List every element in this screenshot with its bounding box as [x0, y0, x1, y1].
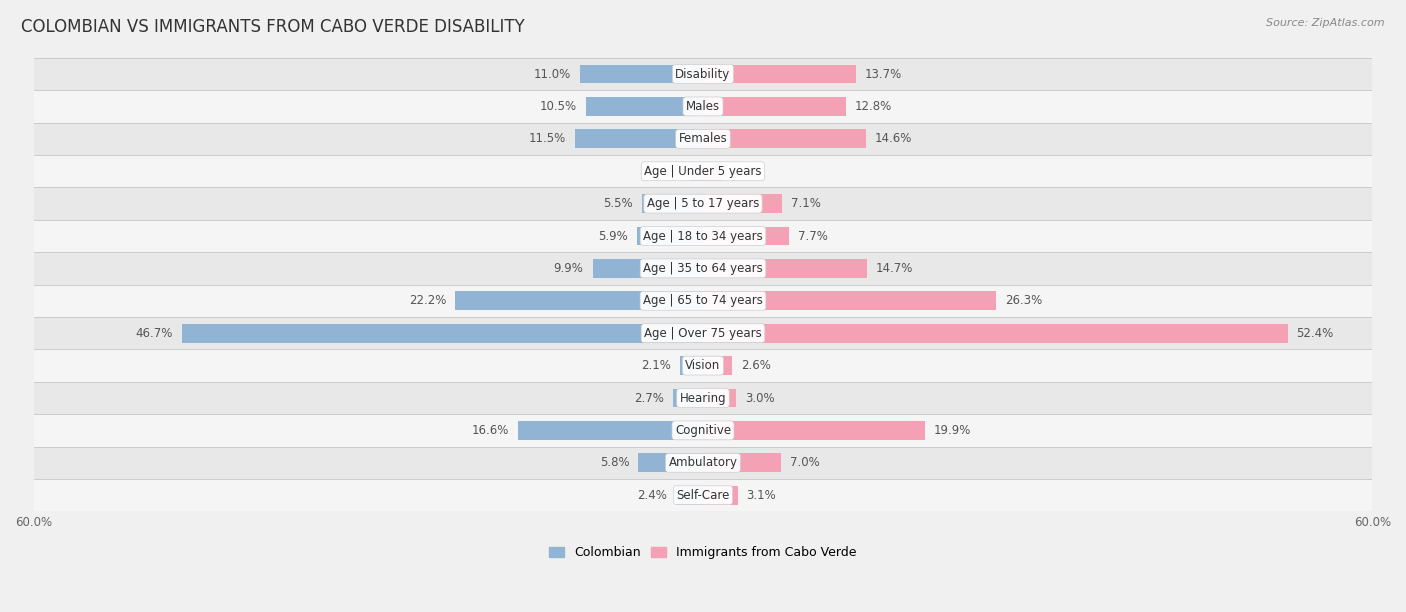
- Text: 3.0%: 3.0%: [745, 392, 775, 405]
- Bar: [34, 220, 1372, 252]
- Bar: [689, 162, 703, 181]
- Text: Age | 65 to 74 years: Age | 65 to 74 years: [643, 294, 763, 307]
- Text: 7.7%: 7.7%: [797, 230, 828, 242]
- Bar: [703, 356, 733, 375]
- Text: Hearing: Hearing: [679, 392, 727, 405]
- Text: Vision: Vision: [685, 359, 721, 372]
- Bar: [34, 414, 1372, 447]
- Bar: [34, 285, 1372, 317]
- Bar: [34, 382, 1372, 414]
- Bar: [703, 421, 925, 440]
- Bar: [703, 324, 1288, 343]
- Text: Age | Under 5 years: Age | Under 5 years: [644, 165, 762, 177]
- Text: 7.1%: 7.1%: [792, 197, 821, 210]
- Text: 5.8%: 5.8%: [600, 457, 630, 469]
- Bar: [703, 97, 846, 116]
- Bar: [34, 447, 1372, 479]
- Bar: [34, 252, 1372, 285]
- Text: Age | 35 to 64 years: Age | 35 to 64 years: [643, 262, 763, 275]
- Bar: [34, 58, 1372, 90]
- Legend: Colombian, Immigrants from Cabo Verde: Colombian, Immigrants from Cabo Verde: [544, 541, 862, 564]
- Text: 11.5%: 11.5%: [529, 132, 565, 145]
- Bar: [575, 129, 703, 148]
- Text: 9.9%: 9.9%: [554, 262, 583, 275]
- Text: 2.4%: 2.4%: [637, 489, 668, 502]
- Bar: [34, 122, 1372, 155]
- Text: 1.2%: 1.2%: [651, 165, 681, 177]
- Bar: [586, 97, 703, 116]
- Text: Males: Males: [686, 100, 720, 113]
- Bar: [703, 162, 721, 181]
- Bar: [703, 129, 866, 148]
- Bar: [703, 194, 782, 213]
- Text: 13.7%: 13.7%: [865, 67, 903, 81]
- Text: Source: ZipAtlas.com: Source: ZipAtlas.com: [1267, 18, 1385, 28]
- Text: 26.3%: 26.3%: [1005, 294, 1043, 307]
- Text: Females: Females: [679, 132, 727, 145]
- Bar: [703, 453, 782, 472]
- Bar: [679, 356, 703, 375]
- Text: 2.6%: 2.6%: [741, 359, 770, 372]
- Text: 2.1%: 2.1%: [641, 359, 671, 372]
- Text: 7.0%: 7.0%: [790, 457, 820, 469]
- Bar: [703, 389, 737, 408]
- Text: 2.7%: 2.7%: [634, 392, 664, 405]
- Text: 22.2%: 22.2%: [409, 294, 446, 307]
- Text: 14.7%: 14.7%: [876, 262, 914, 275]
- Text: 19.9%: 19.9%: [934, 424, 972, 437]
- Text: Cognitive: Cognitive: [675, 424, 731, 437]
- Text: 52.4%: 52.4%: [1296, 327, 1334, 340]
- Text: 3.1%: 3.1%: [747, 489, 776, 502]
- Bar: [34, 349, 1372, 382]
- Text: Disability: Disability: [675, 67, 731, 81]
- Bar: [641, 194, 703, 213]
- Text: 14.6%: 14.6%: [875, 132, 912, 145]
- Text: 10.5%: 10.5%: [540, 100, 576, 113]
- Bar: [592, 259, 703, 278]
- Text: 1.7%: 1.7%: [731, 165, 761, 177]
- Bar: [34, 90, 1372, 122]
- Text: Age | 5 to 17 years: Age | 5 to 17 years: [647, 197, 759, 210]
- Bar: [638, 453, 703, 472]
- Bar: [703, 65, 856, 83]
- Bar: [637, 226, 703, 245]
- Bar: [673, 389, 703, 408]
- Bar: [703, 486, 738, 504]
- Bar: [517, 421, 703, 440]
- Text: 16.6%: 16.6%: [471, 424, 509, 437]
- Text: Age | 18 to 34 years: Age | 18 to 34 years: [643, 230, 763, 242]
- Bar: [34, 187, 1372, 220]
- Bar: [581, 65, 703, 83]
- Bar: [181, 324, 703, 343]
- Text: Age | Over 75 years: Age | Over 75 years: [644, 327, 762, 340]
- Bar: [703, 259, 868, 278]
- Text: Self-Care: Self-Care: [676, 489, 730, 502]
- Text: 46.7%: 46.7%: [135, 327, 173, 340]
- Bar: [703, 226, 789, 245]
- Text: COLOMBIAN VS IMMIGRANTS FROM CABO VERDE DISABILITY: COLOMBIAN VS IMMIGRANTS FROM CABO VERDE …: [21, 18, 524, 36]
- Bar: [703, 291, 997, 310]
- Text: Ambulatory: Ambulatory: [668, 457, 738, 469]
- Text: 5.9%: 5.9%: [599, 230, 628, 242]
- Bar: [34, 317, 1372, 349]
- Bar: [676, 486, 703, 504]
- Text: 11.0%: 11.0%: [534, 67, 571, 81]
- Bar: [34, 479, 1372, 512]
- Bar: [456, 291, 703, 310]
- Bar: [34, 155, 1372, 187]
- Text: 12.8%: 12.8%: [855, 100, 891, 113]
- Text: 5.5%: 5.5%: [603, 197, 633, 210]
